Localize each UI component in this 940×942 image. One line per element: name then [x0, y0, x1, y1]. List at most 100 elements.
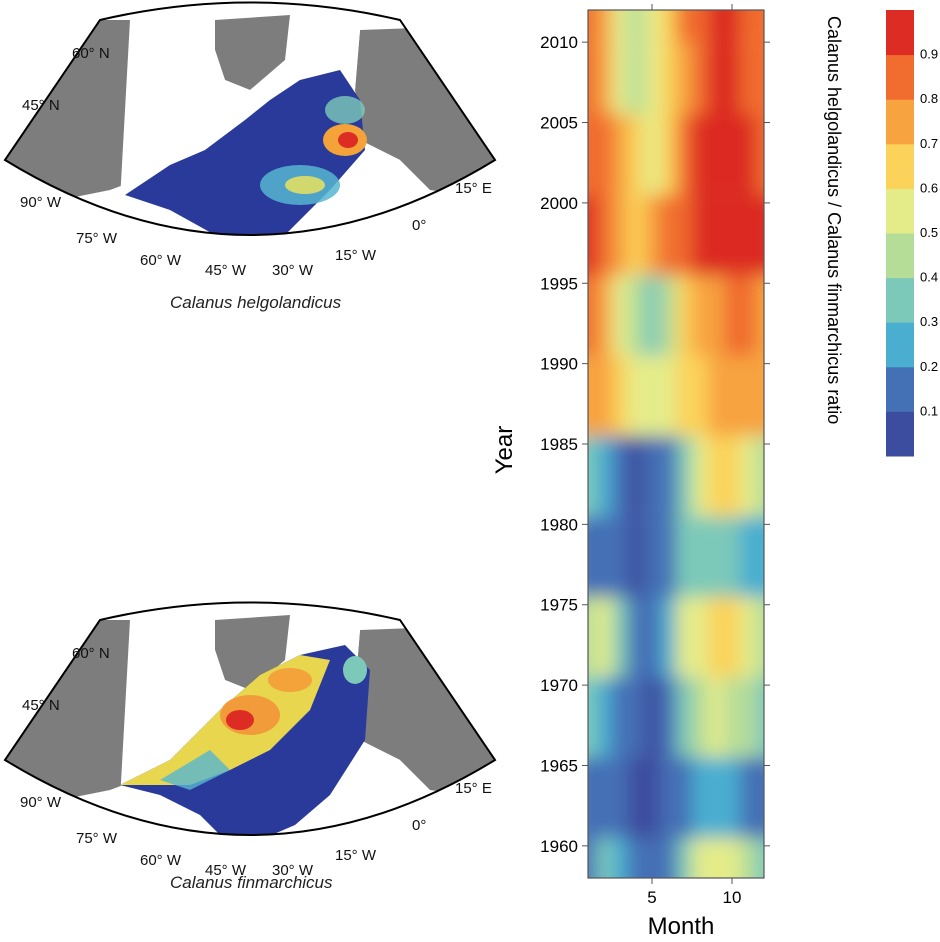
heatmap-cell [596, 677, 612, 758]
heatmap-cell [588, 114, 596, 195]
colorbar-tick-label: 0.9 [920, 47, 938, 62]
map-helgolandicus: 60° N 45° N 90° W 75° W 60° W 45° W 30° W 15° W… [3, 1, 497, 279]
colorbar: 0.1 0.2 0.3 0.4 0.5 0.6 0.7 0.8 0.9 [886, 10, 938, 457]
y-tick-label: 1960 [540, 837, 578, 856]
heatmap-cell [740, 114, 756, 195]
heatmap-cell [708, 596, 724, 678]
heatmap-cell [588, 837, 596, 878]
heatmap-cell [628, 194, 644, 276]
colorbar-segment [886, 10, 914, 56]
heatmap-cell [708, 837, 724, 878]
heatmap-cell [676, 114, 692, 195]
heatmap-cell [708, 677, 724, 758]
heatmap-cell [612, 194, 628, 276]
heatmap-cell [692, 355, 708, 436]
heatmap-cell [660, 114, 676, 195]
heatmap-cell [708, 10, 724, 43]
heatmap-cell [708, 275, 724, 356]
heatmap-cell [588, 194, 596, 276]
heatmap-cell [588, 355, 596, 436]
heatmap-cell [596, 516, 612, 597]
colorbar-segment [886, 322, 914, 368]
y-tick-label: 2010 [540, 33, 578, 52]
heatmap-cell [628, 355, 644, 436]
heatmap-cell [628, 757, 644, 838]
heatmap-cell [756, 757, 764, 838]
heatmap-cell [692, 435, 708, 517]
ratio-heatmap: 1960 1965 1970 1975 1980 1985 1990 1995 2000 2005… [491, 4, 938, 940]
heatmap-cell [740, 757, 756, 838]
heatmap-cell [588, 516, 596, 597]
heatmap-cell [644, 355, 660, 436]
heatmap-cell [740, 355, 756, 436]
heatmap-cell [628, 42, 644, 115]
x-tick-label: 5 [647, 888, 656, 907]
heatmap-cell [588, 677, 596, 758]
heatmap-cell [612, 596, 628, 678]
heatmap-cell [660, 837, 676, 878]
heatmap-cell [756, 596, 764, 678]
colorbar-segment [886, 99, 914, 145]
y-tick-label: 2005 [540, 114, 578, 133]
heatmap-cell [588, 10, 596, 43]
heatmap-cell [724, 837, 740, 878]
heatmap-cell [756, 42, 764, 115]
heatmap-cell [756, 194, 764, 276]
heatmap-cell [660, 596, 676, 678]
heatmap-cell [724, 42, 740, 115]
colorbar-tick-label: 0.3 [920, 314, 938, 329]
heatmap-cell [612, 42, 628, 115]
heatmap-cell [596, 757, 612, 838]
heatmap-cell [660, 757, 676, 838]
lon-label: 75° W [76, 830, 118, 847]
heatmap-cell [724, 114, 740, 195]
heatmap-cell [724, 677, 740, 758]
heatmap-cell [612, 837, 628, 878]
heatmap-cell [660, 355, 676, 436]
heatmap-cell [740, 435, 756, 517]
colorbar-tick-label: 0.4 [920, 270, 938, 285]
colorbar-segment [886, 54, 914, 100]
heatmap-cell [628, 596, 644, 678]
heatmap-cell [724, 355, 740, 436]
heatmap-cell [628, 114, 644, 195]
y-axis-label: Year [491, 426, 518, 475]
heatmap-cell [724, 516, 740, 597]
x-axis-label: Month [648, 913, 715, 940]
heatmap-cell [708, 435, 724, 517]
heatmap-cell [740, 42, 756, 115]
heatmap-cell [660, 194, 676, 276]
lon-label: 90° W [20, 194, 62, 211]
heatmap-cell [660, 275, 676, 356]
heatmap-cell [596, 42, 612, 115]
lon-label: 45° W [205, 262, 247, 279]
abundance-field [125, 70, 365, 235]
heatmap-cell [756, 355, 764, 436]
heatmap-cell [588, 757, 596, 838]
heatmap-cell [756, 114, 764, 195]
heatmap-cell [692, 275, 708, 356]
y-tick-label: 1975 [540, 596, 578, 615]
lon-label: 45° W [205, 862, 247, 879]
heatmap-cell [740, 275, 756, 356]
colorbar-segment [886, 233, 914, 279]
heatmap-cell [692, 596, 708, 678]
heatmap-cell [612, 435, 628, 517]
heatmap-cell [676, 677, 692, 758]
lat-label: 45° N [22, 97, 60, 114]
heatmap-cell [628, 516, 644, 597]
y-tick-label: 1970 [540, 676, 578, 695]
lat-label: 60° N [72, 45, 110, 62]
heatmap-cell [724, 757, 740, 838]
heatmap-cell [612, 355, 628, 436]
heatmap-cell [660, 677, 676, 758]
heatmap-cell [644, 114, 660, 195]
heatmap-cell [676, 42, 692, 115]
heatmap-cell [756, 275, 764, 356]
heatmap-cell [596, 596, 612, 678]
heatmap-cell [756, 435, 764, 517]
heatmap-cell [676, 275, 692, 356]
colorbar-segment [886, 277, 914, 323]
heatmap-cell [692, 677, 708, 758]
heatmap-cell [612, 10, 628, 43]
